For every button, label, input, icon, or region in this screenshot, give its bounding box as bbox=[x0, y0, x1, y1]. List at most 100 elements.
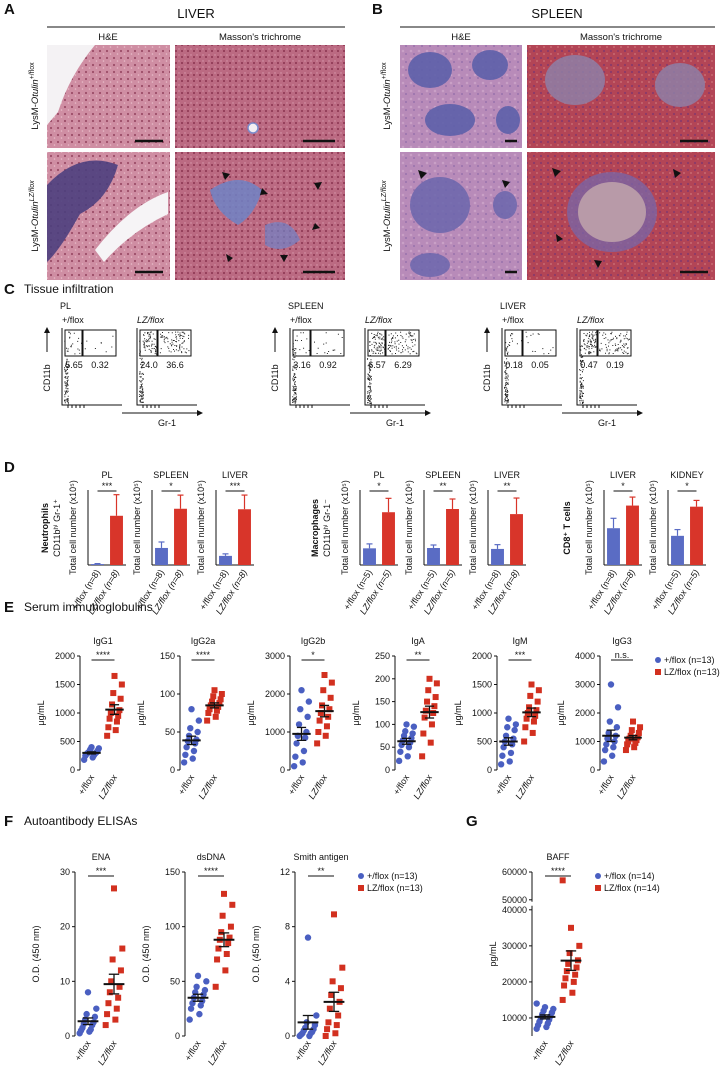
legend-marker bbox=[655, 669, 661, 675]
chart-title: LIVER bbox=[610, 470, 637, 480]
y-tick-label: 2000 bbox=[265, 689, 285, 699]
data-point bbox=[193, 983, 200, 990]
y-tick-label: 0 bbox=[70, 765, 75, 775]
y-tick-label: 1000 bbox=[55, 708, 75, 718]
gate-value: 5.65 bbox=[65, 360, 83, 370]
row-label: LysM-OtulinLZ/flox bbox=[381, 180, 393, 252]
data-point bbox=[317, 710, 324, 716]
x-axis-label: Gr-1 bbox=[598, 418, 616, 428]
chart-title: SPLEEN bbox=[153, 470, 189, 480]
data-point bbox=[512, 721, 520, 728]
data-point bbox=[315, 729, 322, 735]
micrograph bbox=[175, 45, 345, 148]
y-axis-label: Total cell number (x10⁶) bbox=[404, 480, 414, 575]
data-point bbox=[106, 715, 113, 722]
data-point bbox=[322, 1033, 329, 1039]
data-point bbox=[187, 1005, 195, 1012]
data-point bbox=[526, 704, 533, 711]
y-tick-label: 1000 bbox=[472, 708, 492, 718]
legend-label: LZ/flox (n=14) bbox=[604, 883, 660, 893]
x-tick-label: LZ/flox bbox=[615, 772, 638, 801]
infiltrate bbox=[47, 160, 118, 262]
data-point bbox=[605, 729, 612, 737]
x-tick-label: LZ/flox bbox=[206, 1038, 229, 1067]
data-point bbox=[422, 707, 429, 714]
data-point bbox=[335, 1012, 342, 1019]
y-tick-label: 50 bbox=[380, 742, 390, 752]
data-point bbox=[331, 911, 337, 918]
plot-axes bbox=[576, 328, 637, 406]
data-point bbox=[180, 759, 188, 766]
significance: **** bbox=[96, 650, 111, 660]
fibrosis bbox=[210, 180, 262, 225]
data-point bbox=[204, 717, 211, 724]
y-tick-label: 0 bbox=[285, 1031, 290, 1041]
chart-title: IgG2b bbox=[301, 636, 326, 646]
data-point bbox=[119, 945, 126, 952]
data-point bbox=[118, 681, 125, 688]
data-point bbox=[314, 740, 321, 747]
data-point bbox=[106, 989, 113, 996]
data-point bbox=[222, 967, 229, 974]
data-point bbox=[505, 715, 512, 722]
panel-letter: G bbox=[466, 813, 478, 830]
data-point bbox=[511, 726, 518, 734]
data-point bbox=[433, 680, 440, 687]
plot-axes bbox=[289, 328, 350, 406]
data-point bbox=[107, 710, 114, 716]
y-tick-label: 12 bbox=[280, 867, 290, 877]
bar bbox=[155, 547, 168, 565]
chart-title: PL bbox=[373, 470, 384, 480]
y-axis-label: μg/mL bbox=[351, 700, 361, 725]
data-point bbox=[218, 929, 225, 936]
significance: ** bbox=[439, 481, 447, 491]
data-point bbox=[420, 730, 427, 737]
legend-marker bbox=[595, 885, 601, 891]
y-axis-label: O.D. (450 nm) bbox=[31, 925, 41, 982]
y-axis-label: O.D. (450 nm) bbox=[251, 925, 261, 982]
data-point bbox=[426, 675, 433, 682]
follicles bbox=[410, 177, 517, 277]
organ-title: SPLEEN bbox=[531, 6, 582, 21]
data-point bbox=[229, 901, 236, 908]
data-point bbox=[117, 695, 124, 702]
y-tick-label: 40000 bbox=[502, 905, 527, 915]
plot-axes bbox=[136, 328, 197, 406]
gate bbox=[385, 329, 420, 357]
follicle bbox=[578, 182, 646, 242]
legend-label: LZ/flox (n=13) bbox=[664, 667, 720, 677]
bar bbox=[427, 548, 440, 565]
data-point bbox=[321, 672, 328, 678]
data-point bbox=[227, 923, 234, 930]
y-axis-label: μg/mL bbox=[453, 700, 463, 725]
data-point bbox=[608, 752, 616, 759]
significance: **** bbox=[204, 866, 219, 876]
data-point bbox=[219, 912, 226, 919]
chart-title: LIVER bbox=[494, 470, 521, 480]
data-point bbox=[572, 971, 579, 978]
panel-letter: E bbox=[4, 599, 14, 616]
data-point bbox=[601, 746, 609, 754]
chart-title: LIVER bbox=[222, 470, 249, 480]
data-point bbox=[182, 751, 189, 758]
data-point bbox=[116, 983, 123, 990]
y-axis-label: Total cell number (x10⁵) bbox=[196, 480, 206, 575]
data-point bbox=[91, 1013, 99, 1021]
data-point bbox=[113, 1005, 120, 1012]
micrograph bbox=[175, 152, 345, 280]
chart-title: Smith antigen bbox=[293, 852, 348, 862]
y-tick-label: 0 bbox=[590, 765, 595, 775]
legend-marker bbox=[595, 873, 601, 879]
data-point bbox=[218, 691, 225, 697]
data-point bbox=[117, 967, 124, 974]
data-point bbox=[427, 739, 434, 746]
gate-value: 0.19 bbox=[606, 360, 624, 370]
data-point bbox=[212, 983, 219, 990]
data-point bbox=[298, 687, 305, 694]
panel-letter: C bbox=[4, 281, 15, 298]
data-point bbox=[523, 715, 530, 722]
data-point bbox=[112, 727, 119, 734]
data-point bbox=[290, 763, 298, 770]
y-tick-label: 4000 bbox=[575, 651, 595, 661]
data-point bbox=[190, 747, 198, 755]
